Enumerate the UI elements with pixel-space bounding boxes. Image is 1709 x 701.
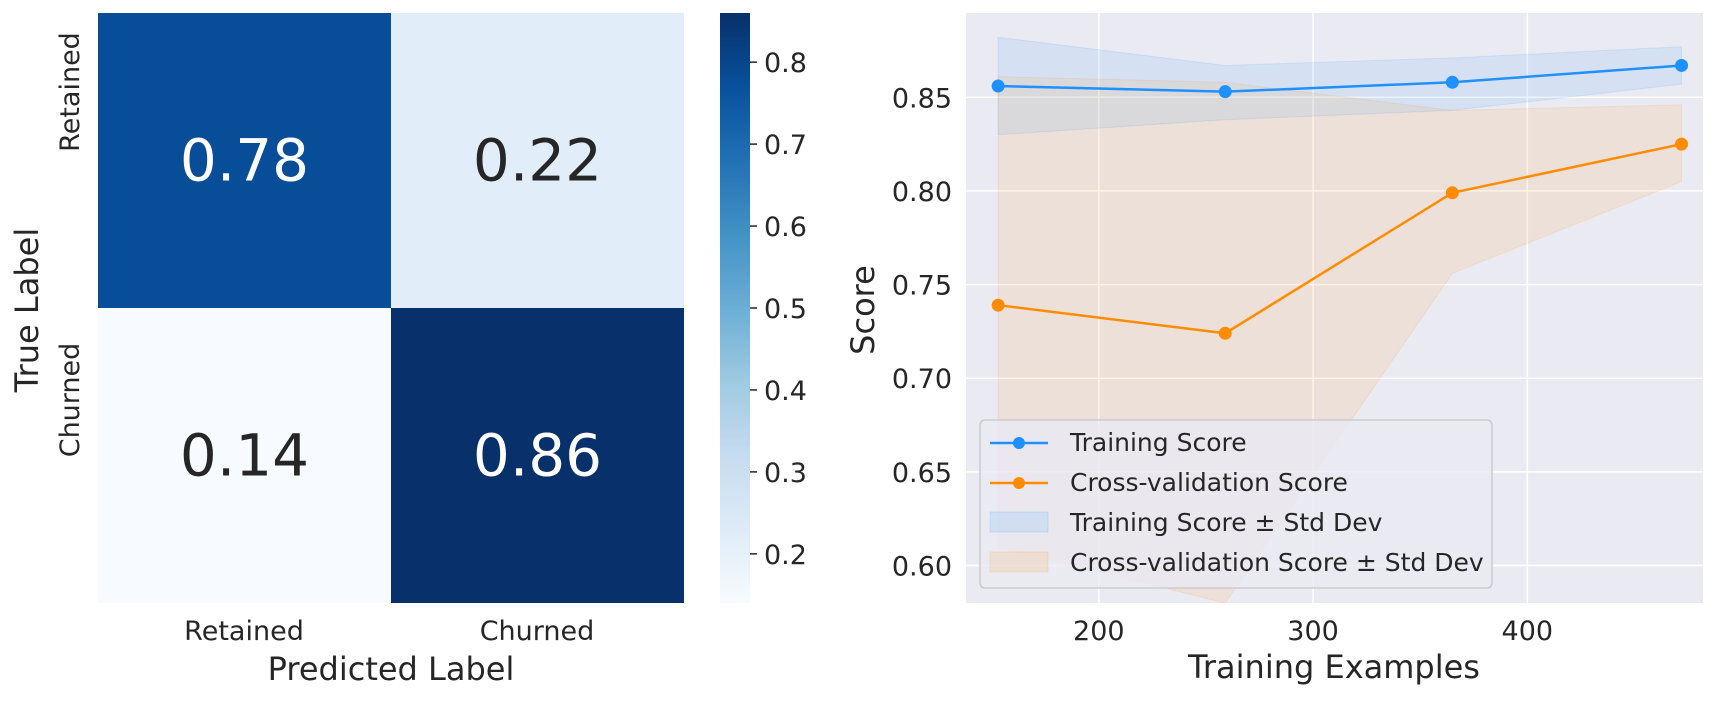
heatmap-y-axis-label: True Label <box>8 228 46 393</box>
legend: Training Score Cross-validation Score Tr… <box>979 419 1493 589</box>
x-axis-label: Training Examples <box>1187 648 1480 686</box>
x-tick-label: 200 <box>1073 616 1125 647</box>
y-tick-label: 0.85 <box>892 83 952 114</box>
heatmap-cells: 0.78 0.22 0.14 0.86 <box>98 13 684 603</box>
legend-training-label: Training Score <box>1069 428 1247 457</box>
heatmap-y-tick-label: Retained <box>55 32 86 152</box>
series-line <box>998 64 1682 93</box>
legend-cv-band-label: Cross-validation Score ± Std Dev <box>1070 548 1484 577</box>
colorbar-tick-label: 0.3 <box>764 458 807 489</box>
legend-cv-band-swatch <box>989 551 1049 573</box>
legend-cv-marker <box>1013 477 1025 489</box>
legend-training-band-label: Training Score ± Std Dev <box>1069 508 1383 537</box>
y-tick-label: 0.65 <box>892 458 952 489</box>
y-tick-label: 0.70 <box>892 364 952 395</box>
heatmap-x-tick-labels: Retained Churned <box>184 616 594 647</box>
series-line <box>997 142 1682 335</box>
confusion-matrix-heatmap: 0.78 0.22 0.14 0.86 Retained Churned Retain… <box>8 13 684 688</box>
learning-curve-chart: 200 300 400 0.60 0.65 0.70 0.75 0.80 0.85 Train… <box>844 13 1703 686</box>
y-tick-label: 0.75 <box>892 271 952 302</box>
legend-training-marker <box>1013 437 1025 449</box>
data-point <box>991 298 1005 312</box>
y-tick-label: 0.60 <box>892 552 952 583</box>
heatmap-cell <box>391 308 684 603</box>
colorbar-tick-label: 0.7 <box>764 130 807 161</box>
colorbar-ticks: 0.2 0.3 0.4 0.5 0.6 0.7 0.8 <box>750 48 807 571</box>
heatmap-cell <box>98 13 391 308</box>
legend-frame <box>979 419 1493 589</box>
legend-cv-label: Cross-validation Score <box>1070 468 1348 497</box>
heatmap-x-tick-label: Retained <box>184 616 304 647</box>
score-lines <box>991 58 1689 340</box>
heatmap-cell-label: 0.14 <box>180 422 309 490</box>
data-point <box>1675 137 1689 151</box>
colorbar-tick-label: 0.4 <box>764 376 807 407</box>
data-point <box>991 79 1005 93</box>
y-axis-label: Score <box>844 265 882 355</box>
data-point <box>1218 85 1232 99</box>
y-tick-labels: 0.60 0.65 0.70 0.75 0.80 0.85 <box>892 83 952 582</box>
heatmap-x-tick-label: Churned <box>480 616 595 647</box>
colorbar-gradient <box>720 13 750 603</box>
heatmap-cell-label: 0.78 <box>180 127 309 195</box>
heatmap-y-tick-label: Churned <box>55 343 86 458</box>
x-tick-label: 300 <box>1287 616 1339 647</box>
heatmap-cell <box>391 13 684 308</box>
y-tick-label: 0.80 <box>892 177 952 208</box>
colorbar-tick-label: 0.2 <box>764 540 807 571</box>
colorbar-tick-label: 0.6 <box>764 212 807 243</box>
heatmap-cell-label: 0.86 <box>473 422 602 490</box>
x-tick-label: 400 <box>1502 616 1554 647</box>
data-point <box>1445 75 1459 89</box>
x-tick-labels: 200 300 400 <box>1073 616 1553 647</box>
heatmap-cell <box>98 308 391 603</box>
heatmap-x-axis-label: Predicted Label <box>268 650 515 688</box>
heatmap-y-tick-labels: Retained Churned <box>55 32 86 457</box>
colorbar-tick-label: 0.8 <box>764 48 807 79</box>
data-point <box>1445 186 1459 200</box>
heatmap-cell-label: 0.22 <box>473 127 602 195</box>
legend-training-band-swatch <box>989 511 1049 533</box>
data-point <box>1675 58 1689 72</box>
data-point <box>1218 326 1232 340</box>
colorbar: 0.2 0.3 0.4 0.5 0.6 0.7 0.8 <box>720 13 807 603</box>
colorbar-tick-label: 0.5 <box>764 294 807 325</box>
